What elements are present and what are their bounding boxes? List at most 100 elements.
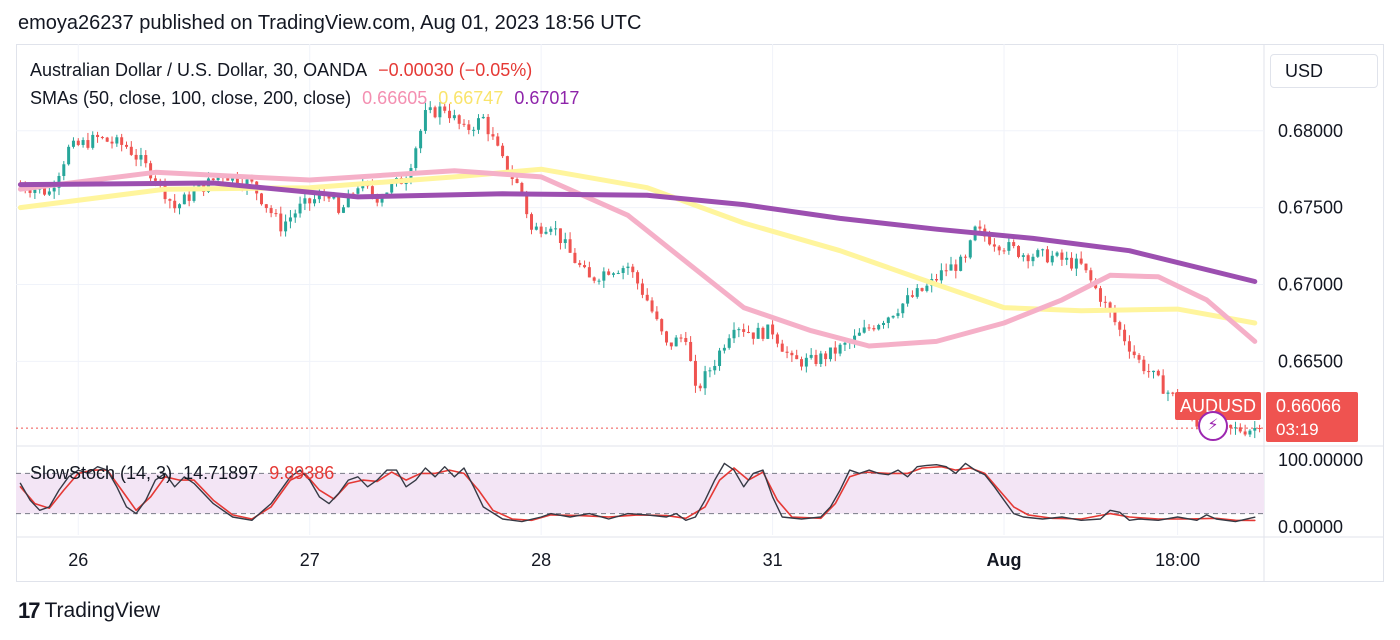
candle-body	[1161, 375, 1165, 394]
candle-body	[988, 236, 992, 245]
last-price: 0.66066	[1276, 396, 1342, 416]
stoch-label: SlowStoch (14, 3)	[30, 463, 173, 483]
candle-body	[226, 177, 230, 181]
candle-body	[452, 115, 456, 119]
candle-body	[554, 228, 558, 230]
candle-body	[1248, 430, 1252, 435]
candle-body	[583, 265, 587, 268]
candle-body	[674, 337, 678, 347]
candle-body	[703, 371, 707, 389]
price-tick-label: 0.68000	[1278, 121, 1343, 141]
candle-body	[766, 324, 770, 339]
candle-body	[1012, 242, 1016, 247]
candle-body	[1079, 258, 1083, 264]
candle-body	[732, 329, 736, 339]
candle-body	[963, 256, 967, 258]
time-tick-label: 27	[300, 550, 320, 570]
candle-body	[877, 325, 881, 330]
candle-body	[187, 194, 191, 201]
candle-body	[419, 130, 423, 149]
candle-body	[476, 118, 480, 130]
price-tick-label: 0.67500	[1278, 198, 1343, 218]
candle-body	[655, 311, 659, 320]
candle-body	[81, 140, 85, 145]
candle-body	[178, 204, 182, 209]
candle-body	[949, 264, 953, 271]
candle-body	[1098, 288, 1102, 302]
candle-body	[872, 328, 876, 330]
candle-body	[481, 116, 485, 119]
candle-body	[713, 365, 717, 371]
time-tick-label: 26	[68, 550, 88, 570]
candle-body	[1132, 351, 1136, 356]
candle-body	[1243, 431, 1247, 435]
candle-body	[910, 295, 914, 297]
candle-body	[370, 186, 374, 195]
candle-body	[626, 266, 630, 269]
candle-body	[1055, 252, 1059, 256]
sma200-value: 0.67017	[514, 88, 580, 108]
candle-body	[1007, 242, 1011, 251]
candle-body	[761, 327, 765, 339]
price-tick-label: 0.66500	[1278, 351, 1343, 371]
currency-button[interactable]: USD	[1270, 54, 1378, 88]
candle-body	[472, 129, 476, 131]
candle-body	[534, 226, 538, 230]
candle-body	[438, 106, 442, 118]
candle-body	[380, 196, 384, 203]
candle-body	[679, 337, 683, 339]
candle-body	[1113, 311, 1117, 323]
lightning-icon[interactable]: ⚡	[1198, 411, 1228, 441]
candle-body	[853, 335, 857, 343]
candle-body	[915, 288, 919, 297]
candle-body	[67, 146, 71, 165]
candle-body	[833, 347, 837, 354]
candle-body	[746, 331, 750, 333]
candle-body	[568, 239, 572, 253]
candle-body	[578, 262, 582, 266]
time-tick-label: 28	[531, 550, 551, 570]
candle-body	[1253, 427, 1257, 431]
candle-body	[1233, 427, 1237, 429]
candle-body	[689, 341, 693, 361]
candle-body	[43, 187, 47, 195]
candle-body	[978, 226, 982, 229]
candle-body	[1152, 370, 1156, 373]
footer-brand[interactable]: 17 TradingView	[18, 598, 160, 624]
candle-body	[346, 193, 350, 208]
candle-body	[337, 197, 341, 213]
candle-body	[52, 187, 56, 192]
candle-body	[134, 154, 138, 160]
candle-body	[1127, 341, 1131, 352]
stoch-tick-label: 100.00000	[1278, 450, 1363, 470]
candle-body	[515, 179, 519, 183]
candle-body	[920, 288, 924, 291]
candle-body	[76, 140, 80, 145]
candle-body	[660, 319, 664, 332]
stoch-k-value: 14.71897	[183, 463, 259, 483]
candle-body	[1070, 257, 1074, 269]
candle-body	[698, 385, 702, 389]
sma50-value: 0.66605	[362, 88, 428, 108]
time-tick-label: Aug	[987, 550, 1022, 570]
candle-body	[708, 370, 712, 372]
candle-body	[1084, 263, 1088, 271]
candle-body	[33, 189, 37, 193]
time-tick-label: 31	[763, 550, 783, 570]
candle-body	[1147, 371, 1151, 373]
last-price-tag: 0.66066 03:19	[1266, 392, 1358, 442]
sma-legend[interactable]: SMAs (50, close, 100, close, 200, close)…	[30, 88, 585, 109]
candle-body	[443, 106, 447, 111]
candle-body	[505, 156, 509, 173]
candle-body	[245, 179, 249, 188]
candle-body	[992, 244, 996, 247]
candle-body	[756, 327, 760, 339]
candle-body	[115, 137, 119, 144]
candle-body	[669, 342, 673, 347]
candle-body	[1045, 249, 1049, 263]
candle-body	[486, 116, 490, 135]
stoch-legend[interactable]: SlowStoch (14, 3) 14.71897 9.89386	[30, 463, 340, 484]
candle-body	[71, 140, 75, 147]
candle-body	[780, 343, 784, 352]
